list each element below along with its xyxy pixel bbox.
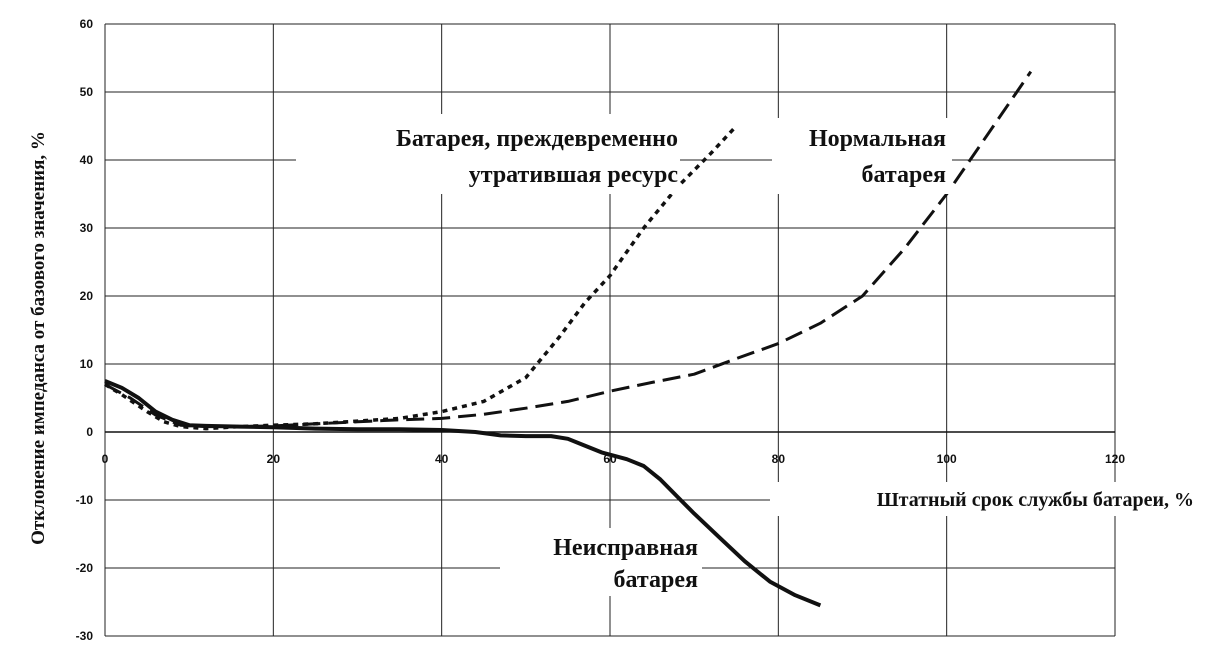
y-tick-label: -10 [76, 493, 94, 507]
x-tick-label: 80 [772, 452, 786, 466]
normal-label-bg [772, 118, 952, 194]
normal-label-line1: Нормальная [809, 126, 946, 152]
faulty-label-bg [500, 528, 702, 596]
y-tick-label: 50 [80, 85, 94, 99]
y-axis-title: Отклонение импеданса от базового значени… [28, 131, 49, 545]
x-tick-label: 40 [435, 452, 449, 466]
premature-label-line1: Батарея, преждевременно [396, 126, 678, 152]
x-tick-label: 20 [267, 452, 281, 466]
premature-label-line2: утратившая ресурс [469, 162, 679, 188]
series-lines [104, 70, 1033, 608]
x-axis-title: Штатный срок службы батареи, % [877, 489, 1194, 511]
y-tick-label: 20 [80, 289, 94, 303]
series-line-dotted [104, 124, 738, 431]
y-tick-label: 60 [80, 17, 94, 31]
y-tick-label: 30 [80, 221, 94, 235]
y-tick-label: 0 [86, 425, 93, 439]
x-tick-label: 120 [1105, 452, 1125, 466]
x-tick-label: 0 [102, 452, 109, 466]
y-tick-label: -20 [76, 561, 94, 575]
x-tick-label: 100 [937, 452, 957, 466]
y-tick-label: -30 [76, 629, 94, 643]
y-tick-label: 10 [80, 357, 94, 371]
faulty-label-line1: Неисправная [553, 535, 698, 561]
y-tick-label: 40 [80, 153, 94, 167]
faulty-label-line2: батарея [614, 567, 698, 593]
normal-label-line2: батарея [862, 162, 946, 188]
x-axis-title-bg [770, 482, 1206, 516]
series-line-solid [104, 379, 822, 608]
premature-label-bg [296, 114, 680, 194]
